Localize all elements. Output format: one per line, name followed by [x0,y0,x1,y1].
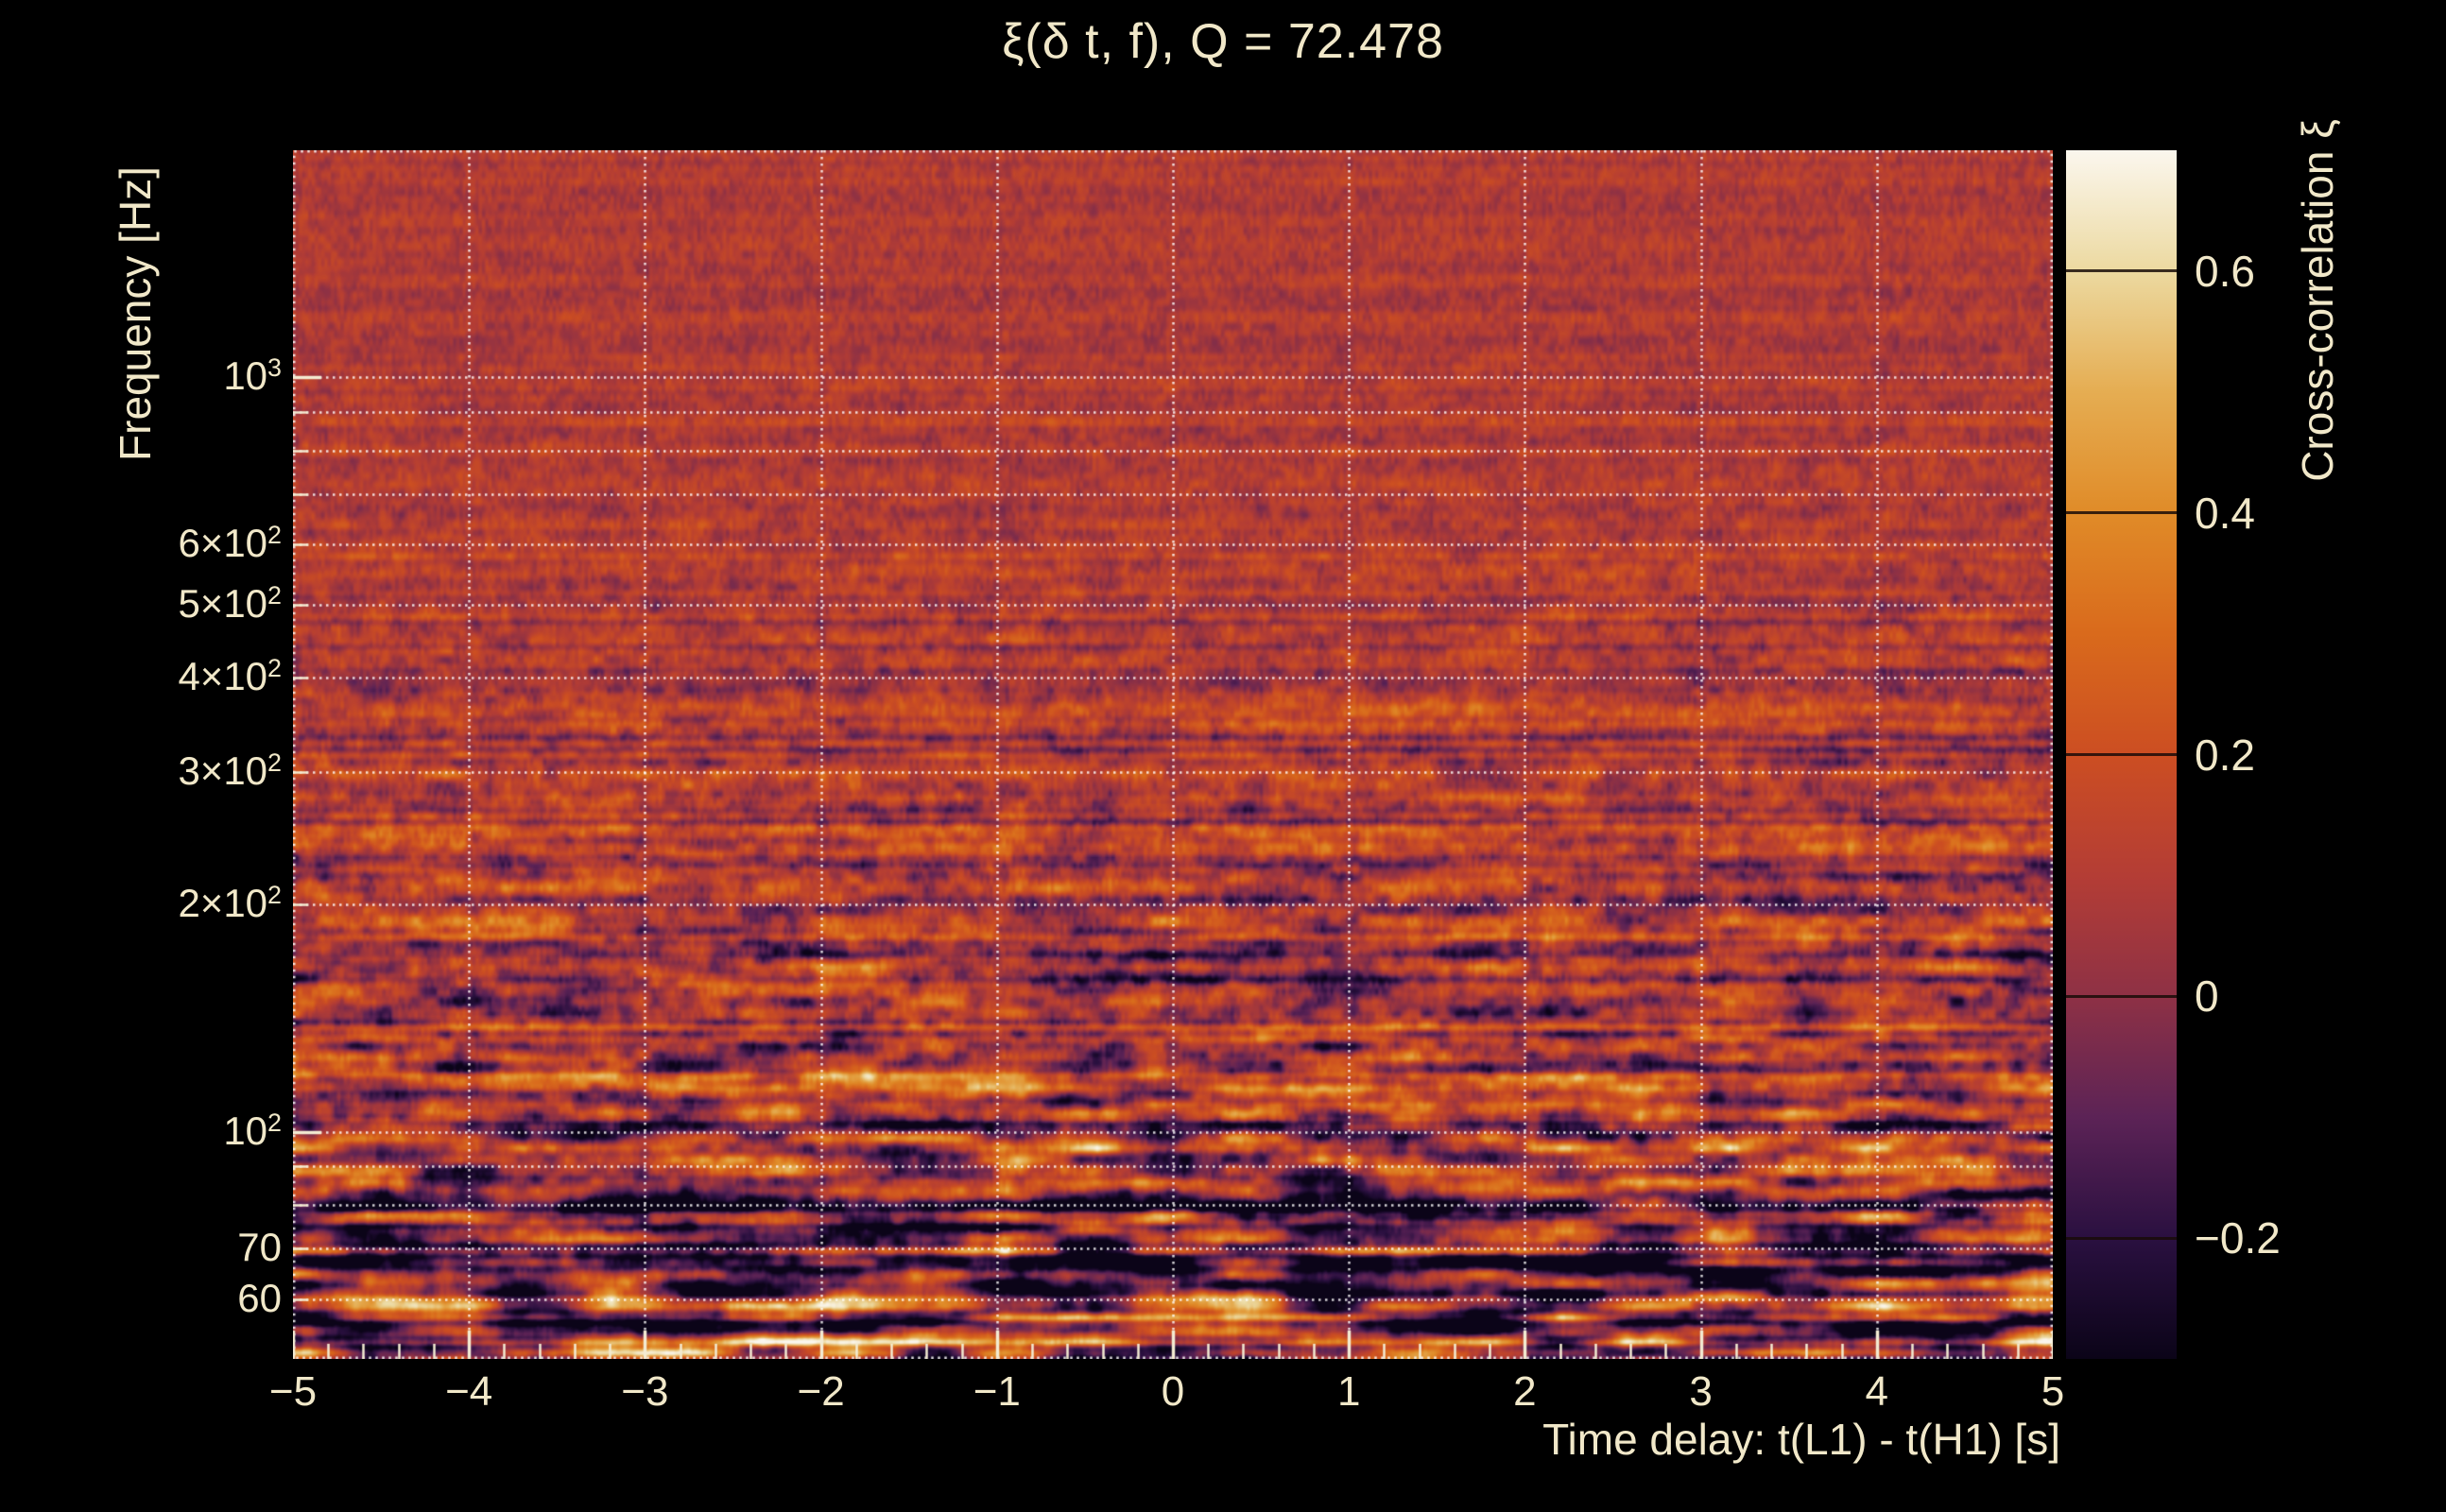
y-tick-label: 70 [237,1225,282,1270]
y-tick-label: 4×102 [178,654,282,699]
x-tick-label: −2 [797,1368,845,1415]
y-tick-label: 2×102 [178,881,282,926]
colorbar-tick-label: 0.4 [2195,488,2255,538]
heatmap-canvas [293,150,2053,1359]
colorbar-title: Cross-correlation ξ [2293,119,2342,482]
x-tick-label: 4 [1865,1368,1889,1415]
x-axis-title: Time delay: t(L1) - t(H1) [s] [1542,1415,2060,1464]
x-tick-label: −1 [973,1368,1021,1415]
y-tick-label: 60 [237,1275,282,1320]
y-tick-label: 103 [223,353,282,399]
x-tick-label: −4 [445,1368,493,1415]
colorbar-tick-label: 0.6 [2195,246,2255,296]
y-tick-label: 102 [223,1108,282,1153]
x-tick-label: −3 [621,1368,669,1415]
x-tick-label: 1 [1336,1368,1361,1415]
y-tick-label: 6×102 [178,521,282,566]
colorbar-tick-label: 0.2 [2195,730,2255,780]
x-tick-label: 3 [1689,1368,1713,1415]
colorbar-tick-mark [2066,994,2177,998]
colorbar-tick-mark [2066,511,2177,515]
colorbar-tick-mark [2066,1236,2177,1240]
colorbar-tick-mark [2066,269,2177,273]
y-tick-label: 3×102 [178,747,282,793]
y-axis-title: Frequency [Hz] [111,166,160,461]
chart-title: ξ(δ t, f), Q = 72.478 [1002,14,1444,69]
colorbar-tick-label: 0 [2195,971,2219,1022]
y-tick-label: 5×102 [178,580,282,626]
x-tick-label: 0 [1161,1368,1185,1415]
x-tick-label: 2 [1513,1368,1537,1415]
x-tick-label: 5 [2041,1368,2065,1415]
colorbar-tick-mark [2066,753,2177,756]
x-tick-label: −5 [268,1368,318,1415]
colorbar-tick-label: −0.2 [2195,1213,2281,1263]
